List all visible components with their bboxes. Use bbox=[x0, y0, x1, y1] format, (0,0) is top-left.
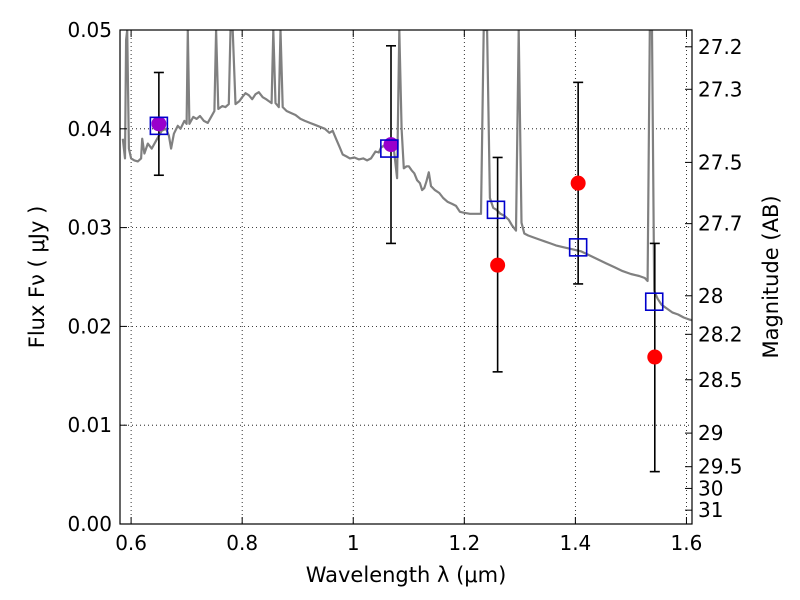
x-tick-label: 1.6 bbox=[671, 531, 703, 555]
observed-point bbox=[490, 257, 506, 273]
right-tick-label: 28 bbox=[698, 284, 723, 308]
observed-point bbox=[647, 349, 663, 365]
right-tick-label: 29.5 bbox=[698, 455, 743, 479]
right-tick-label: 27.7 bbox=[698, 212, 743, 236]
right-tick-label: 28.5 bbox=[698, 368, 743, 392]
y-tick-label: 0.05 bbox=[67, 18, 112, 42]
x-tick-label: 1 bbox=[347, 531, 360, 555]
plot-background bbox=[120, 30, 692, 524]
right-axis-label: Magnitude (AB) bbox=[759, 195, 783, 358]
x-tick-label: 1.4 bbox=[559, 531, 591, 555]
y-tick-label: 0.00 bbox=[67, 512, 112, 536]
y-axis-label: Flux Fν ( μJy ) bbox=[25, 206, 49, 349]
right-tick-label: 27.5 bbox=[698, 150, 743, 174]
spectrum-line bbox=[121, 30, 692, 322]
right-tick-label: 31 bbox=[698, 498, 723, 522]
x-axis-label: Wavelength λ (μm) bbox=[306, 563, 507, 587]
observed-point bbox=[151, 116, 167, 132]
right-tick-label: 27.3 bbox=[698, 77, 743, 101]
observed-point bbox=[570, 175, 586, 191]
axis-ticks: 0.6 0.8 1 1.2 1.4 1.6 0.00 0.01 0.02 0.03 0.04 0.05… bbox=[67, 18, 742, 555]
x-tick-label: 0.6 bbox=[115, 531, 147, 555]
model-spectrum bbox=[121, 30, 692, 322]
x-tick-label: 1.2 bbox=[448, 531, 480, 555]
right-tick-label: 29 bbox=[698, 421, 723, 445]
plot-frame bbox=[119, 29, 693, 525]
model-photometry-square bbox=[380, 139, 399, 158]
model-photometry-points bbox=[149, 116, 664, 312]
model-photometry-square bbox=[644, 292, 664, 312]
y-tick-label: 0.01 bbox=[67, 413, 112, 437]
y-tick-label: 0.04 bbox=[67, 117, 112, 141]
model-photometry-square bbox=[568, 238, 588, 257]
y-tick-label: 0.03 bbox=[67, 216, 112, 240]
right-tick-label: 30 bbox=[698, 476, 723, 500]
right-tick-label: 28.2 bbox=[698, 322, 743, 346]
model-photometry-square bbox=[486, 200, 506, 220]
model-photometry-square bbox=[149, 116, 169, 136]
x-tick-label: 0.8 bbox=[226, 531, 258, 555]
right-tick-label: 27.2 bbox=[698, 35, 743, 59]
y-tick-label: 0.02 bbox=[67, 314, 112, 338]
